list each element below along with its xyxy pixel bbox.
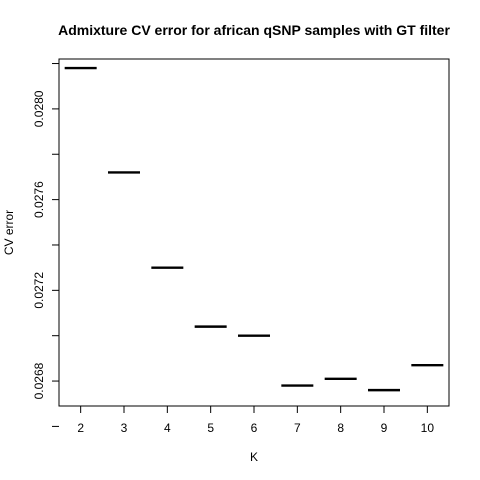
x-tick-label: 6	[251, 421, 258, 435]
y-tick-label: 0.0276	[32, 181, 46, 218]
y-axis: 0.0268 0.0272 0.0276 0.0280	[32, 63, 59, 427]
x-tick-label: 5	[207, 421, 214, 435]
x-axis-label: K	[250, 450, 258, 464]
x-tick-label: 9	[381, 421, 388, 435]
chart-title: Admixture CV error for african qSNP samp…	[58, 22, 450, 38]
x-tick-label: 4	[164, 421, 171, 435]
x-tick-label: 3	[121, 421, 128, 435]
x-tick-label: 8	[337, 421, 344, 435]
y-tick-label: 0.0268	[32, 362, 46, 399]
y-tick-label: 0.0272	[32, 272, 46, 309]
x-tick-label: 2	[77, 421, 84, 435]
y-axis-label: CV error	[2, 210, 16, 255]
x-axis: 2 3 4 5 6 7 8 9 10	[77, 406, 434, 435]
data-marks	[64, 66, 444, 392]
x-tick-label: 7	[294, 421, 301, 435]
x-tick-label: 10	[421, 421, 435, 435]
y-tick-label: 0.0280	[32, 90, 46, 127]
